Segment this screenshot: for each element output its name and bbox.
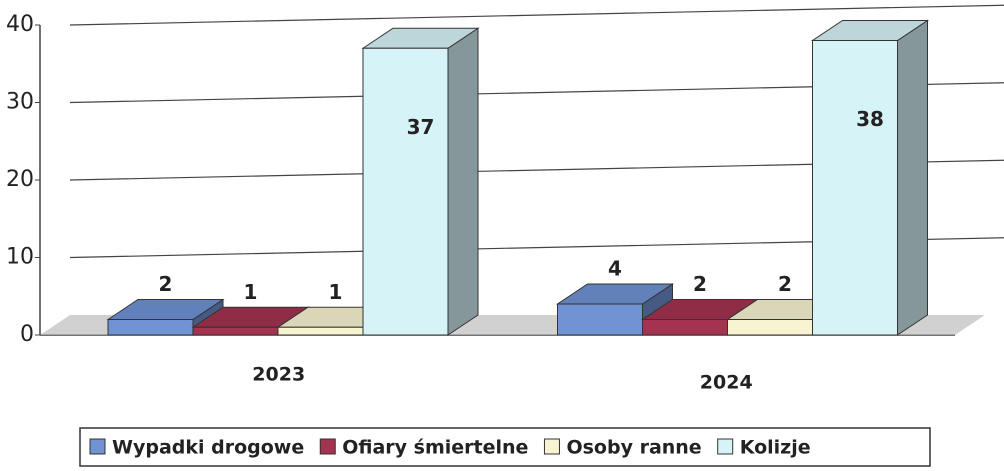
y-tick-label: 20 [6, 167, 34, 192]
y-tick-label: 10 [6, 245, 34, 270]
x-tick-label: 2024 [700, 372, 753, 394]
bar [812, 40, 898, 336]
value-label: 38 [856, 107, 884, 131]
legend-swatch [717, 438, 734, 455]
value-label: 1 [329, 280, 343, 304]
legend-swatch [89, 438, 106, 455]
value-label: 4 [608, 257, 622, 281]
value-label: 37 [407, 115, 435, 139]
value-label: 2 [693, 272, 707, 296]
y-tick-label: 0 [20, 322, 34, 347]
bar [727, 319, 813, 336]
legend-swatch [543, 438, 560, 455]
y-tick-label: 40 [6, 12, 34, 37]
value-label: 2 [159, 272, 173, 296]
legend-label: Kolizje [740, 437, 811, 459]
legend-swatch [319, 438, 336, 455]
bar [557, 303, 643, 336]
x-tick-label: 2023 [252, 364, 305, 386]
legend-box [79, 427, 931, 467]
bar [642, 319, 728, 336]
bar [107, 319, 194, 336]
legend-label: Osoby ranne [566, 437, 701, 459]
value-label: 2 [778, 272, 792, 296]
bar [362, 47, 449, 336]
bar-side [897, 19, 928, 336]
legend-label: Wypadki drogowe [112, 437, 304, 459]
grid-line [69, 4, 1004, 26]
bar [277, 326, 364, 336]
value-label: 1 [244, 280, 258, 304]
y-tick-label: 30 [6, 90, 34, 115]
bar [192, 326, 279, 336]
legend-label: Ofiary śmiertelne [342, 437, 528, 459]
bar-side [447, 27, 479, 336]
legend: Wypadki drogowe Ofiary śmiertelne Osoby ra… [79, 427, 931, 467]
